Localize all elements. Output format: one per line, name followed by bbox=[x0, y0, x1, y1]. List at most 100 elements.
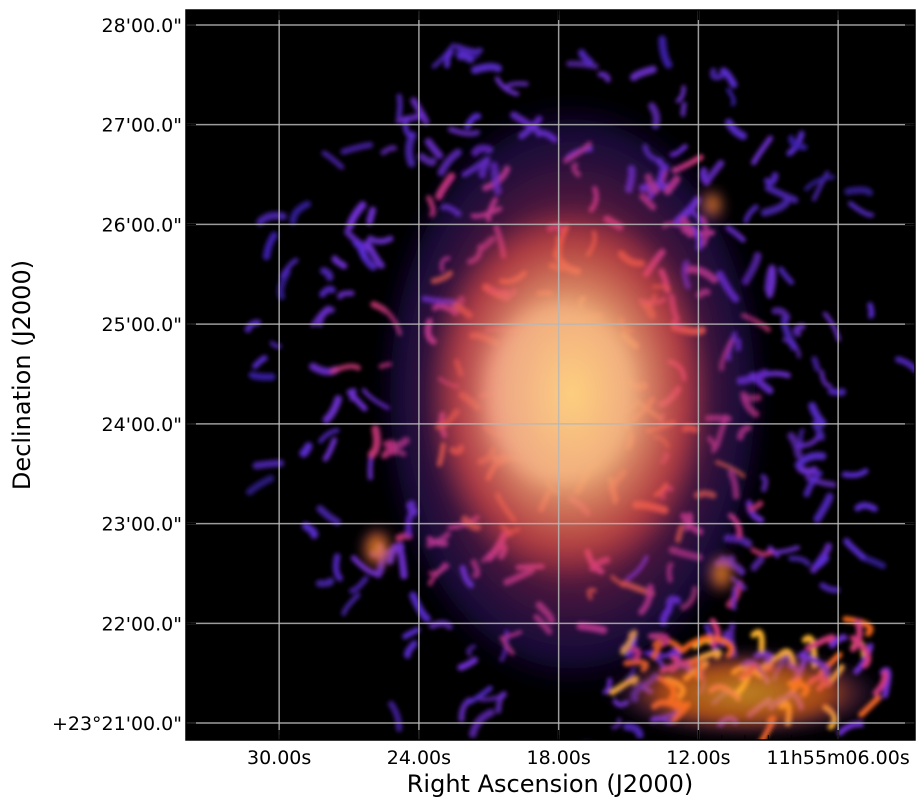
noise-filament bbox=[780, 316, 798, 351]
noise-filament bbox=[813, 492, 834, 523]
x-axis-title: Right Ascension (J2000) bbox=[407, 770, 694, 798]
noise-filament bbox=[805, 474, 837, 488]
noise-filament bbox=[843, 537, 866, 560]
noise-filament bbox=[805, 634, 836, 652]
noise-filament bbox=[289, 200, 311, 225]
noise-filament bbox=[252, 459, 285, 470]
noise-filament bbox=[262, 231, 278, 261]
noise-filament bbox=[248, 371, 276, 381]
noise-filament bbox=[719, 67, 738, 89]
noise-filament bbox=[854, 502, 878, 512]
noise-filament bbox=[578, 49, 594, 67]
noise-filament bbox=[788, 555, 811, 567]
noise-filament bbox=[827, 387, 846, 396]
noise-filament bbox=[844, 186, 874, 197]
noise-filament bbox=[467, 685, 493, 705]
noise-filament bbox=[768, 545, 780, 559]
noise-filament bbox=[444, 49, 454, 69]
noise-filament bbox=[280, 257, 299, 279]
feature-southern-filaments bbox=[605, 648, 885, 738]
noise-filament bbox=[630, 65, 657, 81]
emission-image bbox=[244, 35, 915, 740]
noise-filament bbox=[622, 722, 644, 739]
noise-filament bbox=[764, 184, 799, 204]
y-tick-label: 28'00.0" bbox=[102, 15, 182, 37]
y-tick-label: 26'00.0" bbox=[102, 214, 182, 236]
noise-filament bbox=[329, 363, 361, 374]
noise-filament bbox=[417, 153, 437, 167]
noise-filament bbox=[456, 51, 475, 64]
noise-filament bbox=[454, 43, 483, 55]
x-tick-label: 11h55m06.00s bbox=[767, 747, 910, 769]
x-tick-label: 24.00s bbox=[387, 747, 451, 769]
noise-filament bbox=[750, 547, 774, 557]
noise-filament bbox=[763, 172, 779, 186]
noise-filament bbox=[750, 556, 765, 572]
y-tick-label: +23°21'00.0" bbox=[52, 713, 182, 735]
noise-filament bbox=[409, 591, 431, 623]
noise-filament bbox=[787, 432, 803, 459]
y-axis-title: Declination (J2000) bbox=[8, 260, 36, 490]
noise-filament bbox=[597, 71, 611, 83]
noise-filament bbox=[299, 442, 313, 458]
noise-filament bbox=[341, 592, 361, 616]
noise-filament bbox=[388, 700, 403, 732]
noise-filament bbox=[322, 395, 342, 424]
noise-filament bbox=[331, 255, 348, 270]
noise-filament bbox=[357, 245, 377, 271]
noise-filament bbox=[246, 475, 275, 496]
noise-filament bbox=[811, 170, 830, 202]
noise-filament bbox=[405, 131, 417, 168]
noise-filament bbox=[850, 618, 863, 652]
noise-filament bbox=[340, 142, 374, 155]
feature-blob-ne bbox=[700, 189, 725, 220]
noise-filament bbox=[764, 264, 776, 293]
noise-filament bbox=[819, 582, 840, 594]
coordinate-grid bbox=[186, 10, 915, 740]
y-tick-labels: 28'00.0" 27'00.0" 26'00.0" 25'00.0" 24'00.0"… bbox=[52, 15, 182, 735]
noise-filament bbox=[804, 174, 836, 192]
noise-filament bbox=[792, 323, 806, 337]
noise-filament bbox=[252, 355, 268, 369]
noise-filament bbox=[319, 286, 336, 298]
noise-filament bbox=[315, 577, 335, 587]
noise-filament bbox=[337, 290, 355, 300]
y-tick-label: 25'00.0" bbox=[102, 314, 182, 336]
noise-filament bbox=[778, 266, 795, 285]
noise-filament bbox=[819, 369, 833, 389]
noise-filament bbox=[322, 437, 338, 462]
x-tick-label: 30.00s bbox=[247, 747, 311, 769]
noise-filament bbox=[367, 235, 394, 245]
feature-blob-se bbox=[707, 553, 736, 594]
emission-features bbox=[360, 84, 885, 738]
noise-filament bbox=[321, 150, 345, 170]
y-tick-label: 24'00.0" bbox=[102, 414, 182, 436]
x-tick-labels: 30.00s 24.00s 18.00s 12.00s 11h55m06.00s bbox=[247, 747, 910, 769]
plot-frame bbox=[185, 9, 916, 741]
x-tick-label: 12.00s bbox=[666, 747, 730, 769]
noise-filament bbox=[680, 101, 687, 117]
noise-filament bbox=[350, 555, 378, 577]
noise-filament bbox=[771, 307, 791, 321]
noise-filament bbox=[760, 198, 791, 217]
axis-ticks bbox=[185, 10, 915, 741]
noise-filament bbox=[366, 206, 377, 226]
noise-filament bbox=[503, 81, 529, 91]
noise-filament bbox=[848, 201, 874, 218]
noise-filament bbox=[794, 452, 827, 469]
y-tick-label: 27'00.0" bbox=[102, 115, 182, 137]
y-tick-label: 22'00.0" bbox=[102, 613, 182, 635]
noise-filament bbox=[396, 93, 403, 118]
noise-filament bbox=[470, 62, 502, 74]
feature-outer-halo bbox=[367, 84, 778, 704]
noise-filament bbox=[431, 43, 456, 69]
noise-filament bbox=[895, 356, 915, 374]
noise-filament bbox=[811, 356, 821, 372]
x-tick-label: 18.00s bbox=[527, 747, 591, 769]
noise-filament bbox=[318, 428, 340, 444]
noise-filament bbox=[675, 85, 686, 103]
feature-blob-sw bbox=[360, 526, 394, 571]
noise-filament bbox=[316, 505, 341, 526]
noise-filament bbox=[469, 708, 495, 738]
